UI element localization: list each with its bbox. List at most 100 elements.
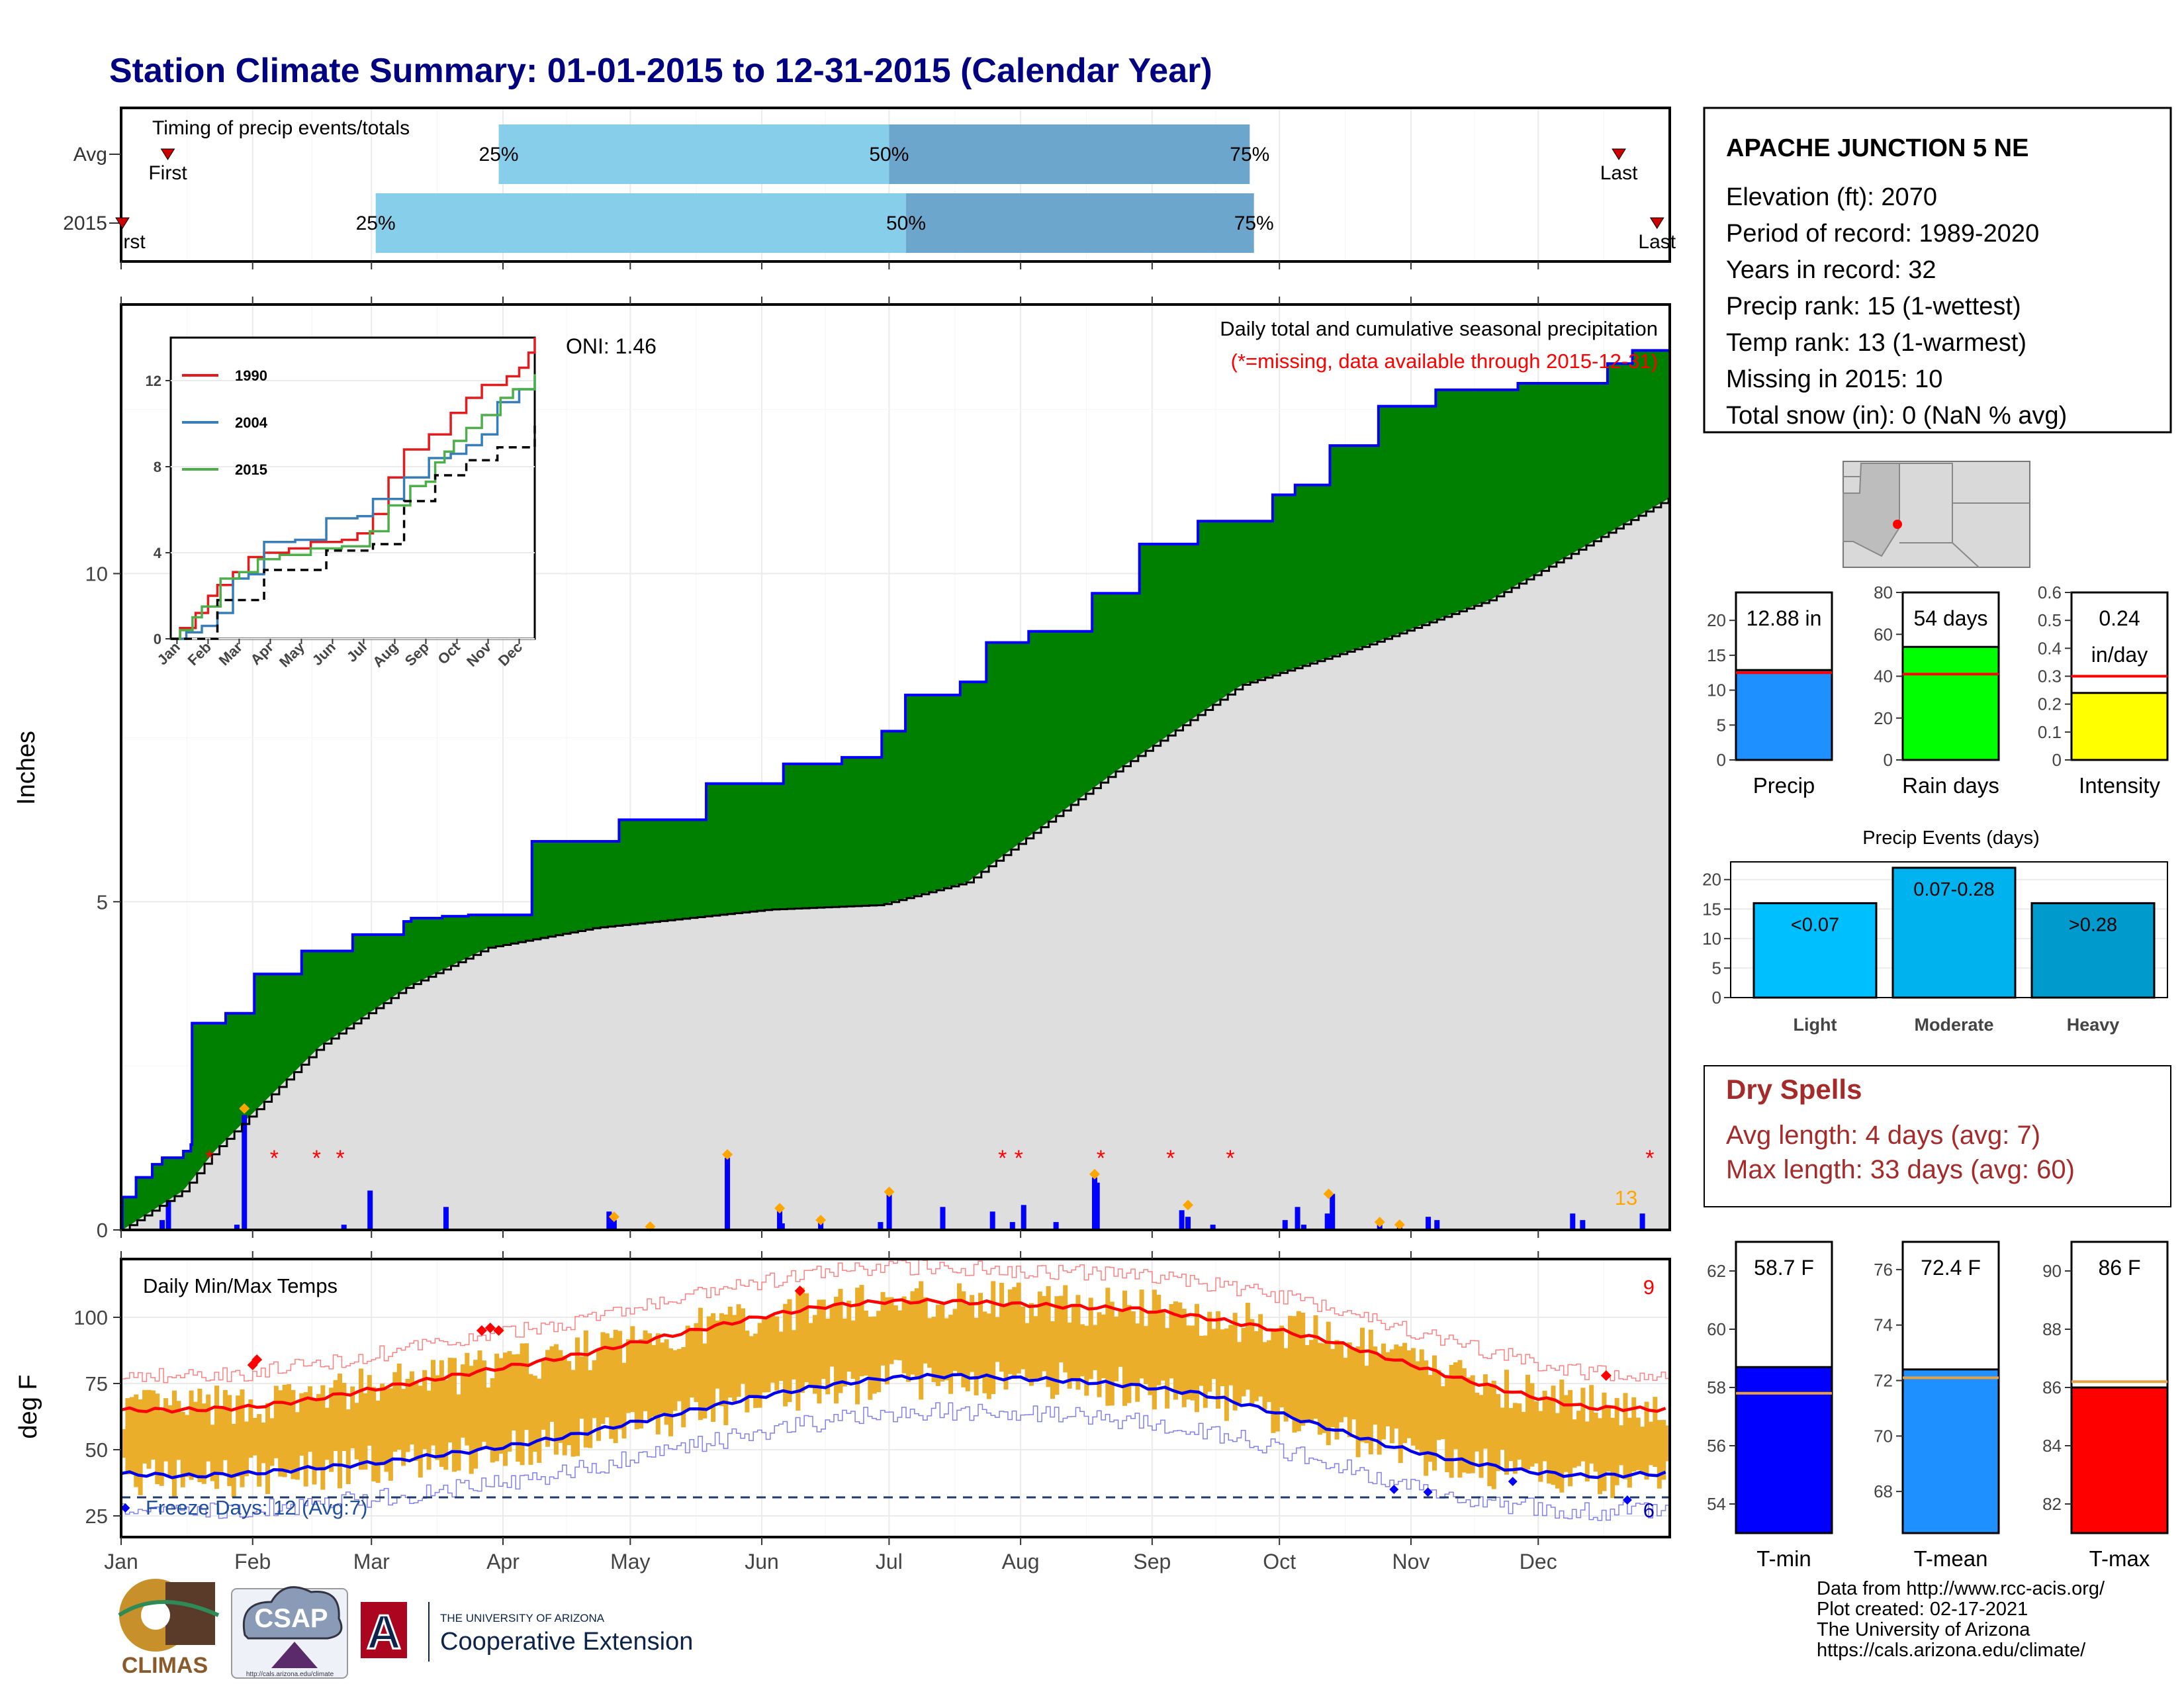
events-category-label: Moderate (1914, 1015, 1993, 1035)
daily-temp-range-bar (308, 1386, 313, 1452)
daily-temp-range-bar (426, 1390, 432, 1470)
daily-temp-range-bar (549, 1346, 555, 1422)
daily-temp-range-bar (753, 1333, 758, 1408)
summary-y-tick-label: 5 (1717, 715, 1726, 735)
daily-temp-range-bar (1144, 1326, 1149, 1384)
daily-temp-range-bar (1406, 1350, 1412, 1438)
daily-precip-bar (1426, 1217, 1432, 1230)
daily-precip-bar (989, 1211, 995, 1230)
daily-temp-range-bar (287, 1383, 292, 1470)
daily-temp-range-bar (1156, 1295, 1161, 1385)
record-low-marker (1423, 1487, 1433, 1497)
daily-temp-range-bar (1512, 1403, 1518, 1474)
daily-temp-range-bar (129, 1397, 134, 1474)
precip-y-tick-label: 10 (85, 563, 108, 586)
daily-temp-range-bar (600, 1332, 606, 1425)
daily-temp-range-bar (295, 1412, 300, 1480)
daily-temp-range-bar (520, 1343, 525, 1466)
daily-temp-range-bar (588, 1370, 593, 1448)
daily-temp-range-bar (978, 1293, 983, 1376)
daily-temp-range-bar (889, 1297, 894, 1364)
daily-temp-range-bar (1058, 1295, 1064, 1363)
daily-temp-range-bar (1296, 1311, 1301, 1432)
daily-temp-range-bar (948, 1315, 954, 1394)
daily-temp-range-bar (558, 1350, 563, 1443)
precip-2015-line (120, 349, 1671, 1230)
timing-first-marker (115, 217, 130, 229)
timing-first-marker (160, 148, 175, 160)
daily-temp-range-bar (660, 1342, 665, 1414)
daily-temp-range-bar (1253, 1331, 1259, 1401)
month-label: Jan (104, 1550, 138, 1573)
daily-temp-range-bar (1084, 1325, 1089, 1396)
daily-precip-bar (1639, 1213, 1645, 1230)
daily-temp-range-bar (1614, 1397, 1619, 1485)
timing-row-2015: 2015 (63, 212, 107, 234)
station-line: Period of record: 1989-2020 (1726, 220, 2039, 248)
climas-logo-text: CLIMAS (122, 1653, 208, 1678)
daily-temp-range-bar (570, 1370, 576, 1457)
daily-temp-range-bar (970, 1295, 975, 1372)
daily-temp-range-bar (1631, 1397, 1637, 1472)
daily-temp-range-bar (1461, 1368, 1467, 1473)
daily-temp-range-bar (1398, 1346, 1403, 1464)
daily-temp-range-bar (1228, 1325, 1234, 1385)
timing-bar-q25-q50 (375, 193, 907, 253)
daily-precip-bar (1053, 1222, 1059, 1230)
daily-temp-range-bar (1487, 1383, 1492, 1487)
daily-temp-range-bar (273, 1385, 279, 1458)
daily-precip-bar (1185, 1217, 1191, 1230)
inset-x-tick-label: Nov (463, 638, 495, 670)
daily-temp-range-bar (1563, 1395, 1569, 1472)
daily-temp-range-bar (762, 1317, 767, 1393)
daily-temp-range-bar (1054, 1296, 1060, 1395)
summary-category-label: T-max (2089, 1546, 2150, 1571)
oni-label: ONI: 1.46 (566, 334, 657, 358)
daily-temp-range-bar (655, 1333, 660, 1434)
daily-temp-range-bar (698, 1307, 703, 1421)
daily-temp-range-bar (1466, 1378, 1471, 1474)
daily-temp-range-bar (516, 1354, 521, 1462)
daily-temp-range-bar (808, 1323, 813, 1385)
daily-temp-range-bar (303, 1392, 308, 1487)
daily-temp-range-bar (1042, 1295, 1047, 1372)
events-y-tick-label: 0 (1712, 988, 1721, 1008)
daily-precip-bar (1580, 1220, 1586, 1230)
daily-temp-range-bar (291, 1389, 296, 1479)
events-y-tick-label: 5 (1712, 958, 1721, 978)
record-high-marker (484, 1323, 496, 1333)
timing-pct-label: 75% (1230, 144, 1269, 165)
daily-temp-range-bar (1021, 1306, 1026, 1370)
daily-temp-range-bar (1648, 1421, 1653, 1466)
daily-temp-range-bar (138, 1399, 143, 1495)
missing-day-marker: * (1015, 1146, 1023, 1171)
daily-precip-bar (234, 1225, 240, 1230)
daily-temp-range-bar (197, 1388, 203, 1483)
daily-temp-range-bar (1271, 1328, 1276, 1433)
daily-temp-range-bar (1114, 1316, 1119, 1382)
daily-temp-range-bar (757, 1323, 762, 1408)
daily-temp-range-bar (1135, 1323, 1140, 1402)
summary-y-tick-label: 0.5 (2038, 610, 2062, 630)
daily-temp-range-bar (1661, 1420, 1666, 1480)
daily-temp-range-bar (745, 1331, 750, 1413)
daily-temp-range-bar (452, 1358, 457, 1472)
daily-temp-range-bar (171, 1390, 177, 1497)
daily-temp-range-bar (838, 1289, 843, 1393)
daily-temp-range-bar (333, 1380, 338, 1451)
summary-category-label: T-mean (1914, 1546, 1988, 1571)
daily-temp-range-bar (401, 1389, 406, 1466)
daily-temp-range-bar (1033, 1316, 1038, 1380)
daily-temp-range-bar (1394, 1344, 1399, 1429)
summary-y-tick-label: 20 (1707, 610, 1726, 630)
daily-temp-range-bar (846, 1300, 852, 1372)
daily-temp-range-bar (354, 1403, 359, 1460)
daily-temp-range-bar (1457, 1360, 1463, 1478)
daily-temp-range-bar (914, 1288, 919, 1377)
daily-temp-range-bar (999, 1282, 1005, 1372)
daily-temp-range-bar (732, 1315, 737, 1401)
daily-temp-range-bar (1250, 1319, 1255, 1407)
daily-temp-range-bar (1079, 1324, 1085, 1376)
summary-bar (2070, 1386, 2169, 1534)
summary-y-tick-label: 56 (1707, 1436, 1726, 1456)
